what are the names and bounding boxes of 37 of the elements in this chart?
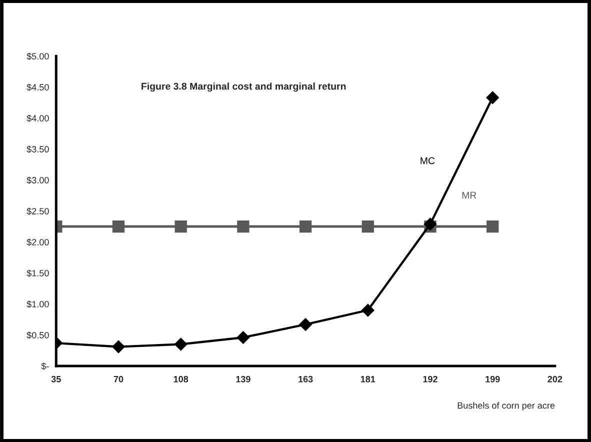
x-tick-label: 192	[423, 376, 438, 382]
y-tick-label: $0.50	[26, 332, 49, 339]
point	[424, 218, 437, 230]
text: MR	[462, 192, 476, 199]
x-tick-label: 139	[236, 376, 250, 382]
point	[299, 318, 312, 331]
x-tick-label: 108	[174, 376, 188, 382]
x-tick-label: 35	[51, 376, 61, 382]
y-tick-label: $3.50	[26, 146, 49, 153]
text: MC	[420, 157, 435, 164]
text: Figure 3.8 Marginal cost and marginal return	[142, 82, 346, 92]
y-tick-label: $2.00	[26, 238, 49, 246]
point	[237, 220, 250, 233]
point	[486, 91, 500, 104]
y-tick-label: $4.50	[26, 84, 49, 92]
point	[174, 338, 188, 351]
point	[299, 220, 312, 233]
x-tick-label: 202	[548, 376, 562, 382]
y-tick-label: $2.50	[26, 208, 49, 215]
x-tick-label: 199	[486, 376, 500, 382]
y-tick-label: $1.00	[26, 300, 49, 308]
point	[486, 220, 499, 233]
x-tick-label: 163	[298, 376, 313, 382]
x-tick-label: 70	[114, 376, 124, 382]
point	[112, 340, 125, 354]
point	[174, 220, 187, 233]
x-tick-label: 181	[360, 376, 376, 382]
y-tick-label: $3.00	[26, 176, 49, 184]
y-tick-label: $1.50	[26, 270, 49, 277]
point	[236, 331, 250, 344]
point	[362, 220, 374, 233]
point	[112, 220, 125, 233]
y-tick-label: $-	[41, 362, 49, 370]
point	[361, 304, 374, 317]
y-tick-label: $5.00	[26, 52, 49, 60]
x-axis-title: Bushels of corn per acre	[458, 402, 555, 410]
y-tick-label: $4.00	[26, 114, 49, 122]
